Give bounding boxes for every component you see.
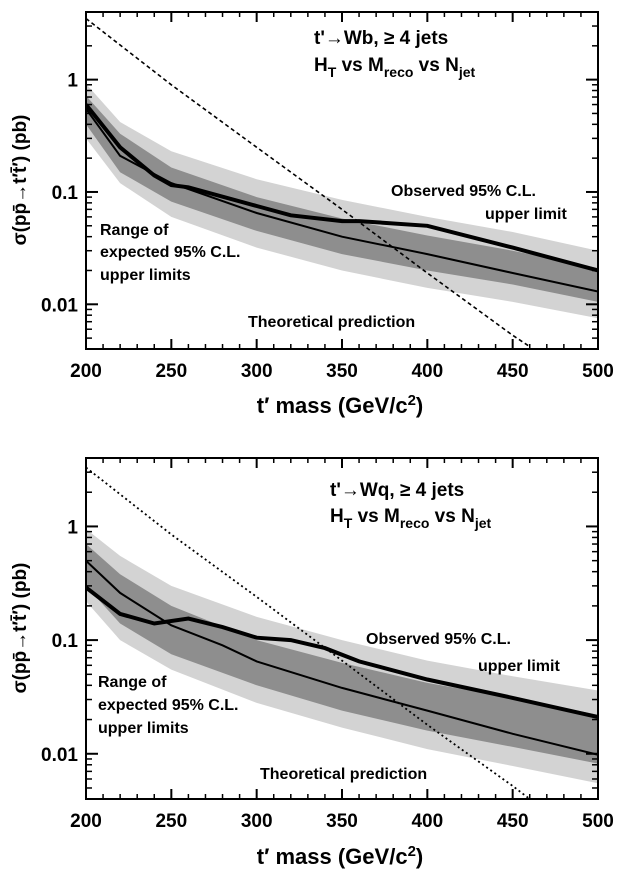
theory-prediction-line (86, 466, 531, 799)
x-tick-label: 300 (241, 361, 273, 382)
chart-panel-wq: 200 250 300 350 400 450 500 1 0.1 0.01 t′ mass (… (10, 457, 614, 869)
x-tick-label: 450 (497, 361, 529, 382)
x-tick-label: 200 (70, 811, 102, 832)
x-tick-labels: 200 250 300 350 400 450 500 (70, 811, 614, 832)
x-tick-label: 350 (326, 811, 358, 832)
x-tick-label: 500 (582, 361, 614, 382)
x-tick-label: 200 (70, 361, 102, 382)
x-tick-label: 350 (326, 361, 358, 382)
axis-ticks (85, 11, 599, 350)
range-annotation-line-1: Range of (98, 674, 167, 691)
x-tick-label: 400 (411, 361, 443, 382)
y-tick-label: 1 (67, 71, 78, 92)
y-tick-label: 0.01 (41, 745, 78, 766)
chart-panel-wb: 200 250 300 350 400 450 500 1 0.1 0.01 t′ mass (… (10, 11, 614, 418)
y-tick-label: 0.1 (52, 183, 79, 204)
y-tick-labels: 1 0.1 0.01 (41, 71, 78, 317)
theory-prediction-line (86, 17, 531, 348)
range-annotation-line-1: Range of (100, 222, 169, 239)
range-annotation-line-3: upper limits (98, 720, 189, 737)
expected-limit-inner-band (86, 544, 598, 764)
x-tick-label: 500 (582, 811, 614, 832)
x-tick-label: 300 (241, 811, 273, 832)
y-tick-label: 0.1 (52, 631, 79, 652)
observed-annotation-line-2: upper limit (485, 206, 567, 223)
observed-annotation-line-1: Observed 95% C.L. (366, 631, 511, 648)
expected-limit-line (86, 559, 598, 756)
observed-annotation-line-1: Observed 95% C.L. (391, 183, 536, 200)
x-axis-label: t′ mass (GeV/c2) (257, 392, 423, 418)
range-annotation-line-2: expected 95% C.L. (100, 244, 241, 261)
range-annotation-line-2: expected 95% C.L. (98, 697, 239, 714)
theory-annotation: Theoretical prediction (260, 766, 427, 783)
range-annotation-line-3: upper limits (100, 267, 191, 284)
x-tick-label: 450 (497, 811, 529, 832)
observed-annotation-line-2: upper limit (478, 658, 560, 675)
axis-ticks (85, 457, 599, 800)
expected-limit-line (86, 108, 598, 293)
y-tick-label: 1 (67, 517, 78, 538)
chart-title-line-2: HT vs Mreco vs Njet (330, 506, 492, 531)
x-tick-label: 400 (411, 811, 443, 832)
x-tick-labels: 200 250 300 350 400 450 500 (70, 361, 614, 382)
chart-title-line-2: HT vs Mreco vs Njet (314, 55, 476, 80)
x-axis-label: t′ mass (GeV/c2) (257, 843, 423, 869)
y-tick-labels: 1 0.1 0.01 (41, 517, 78, 765)
observed-limit-line (86, 585, 598, 720)
observed-limit-line (86, 103, 598, 273)
theory-annotation: Theoretical prediction (248, 314, 415, 331)
expected-limit-inner-band (86, 95, 598, 302)
chart-title-line-1: t'→Wb, ≥ 4 jets (314, 28, 448, 49)
y-axis-label: σ(pp̄→t′t̄′) (pb) (10, 563, 31, 694)
x-tick-label: 250 (155, 361, 187, 382)
y-axis-label: σ(pp̄→t′t̄′) (pb) (10, 115, 31, 246)
chart-title-line-1: t'→Wq, ≥ 4 jets (330, 480, 464, 501)
x-tick-label: 250 (155, 811, 187, 832)
y-tick-label: 0.01 (41, 295, 78, 316)
